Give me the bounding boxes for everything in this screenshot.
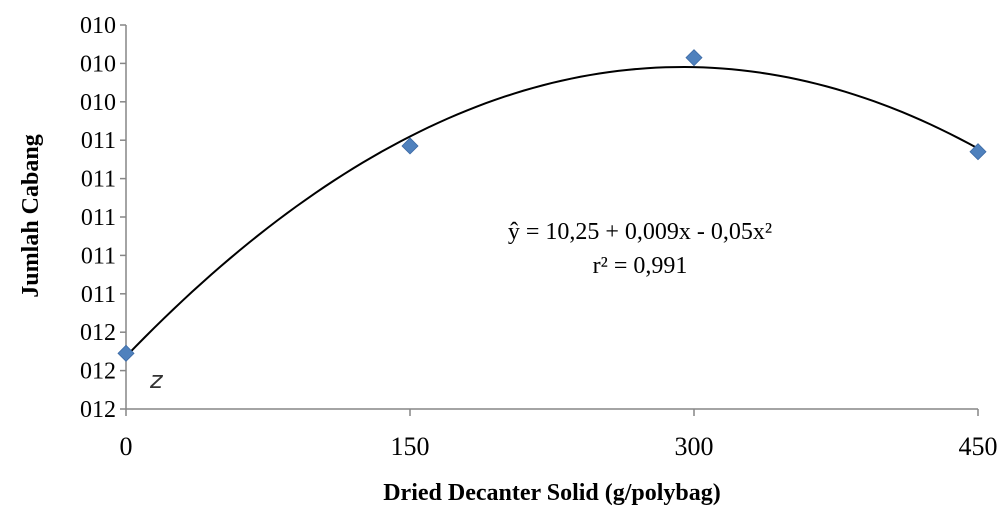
y-tick-label: 010 bbox=[80, 13, 116, 39]
y-axis-title: Jumlah Cabang bbox=[18, 134, 44, 297]
x-tick-label: 0 bbox=[120, 432, 133, 461]
y-tick-label: 010 bbox=[80, 51, 116, 77]
stray-letter: z bbox=[149, 366, 164, 394]
y-tick-label: 011 bbox=[81, 243, 116, 269]
y-tick-label: 011 bbox=[81, 167, 116, 193]
axes: 010 010 010 011 011 011 011 011 012 012 012 0 150 30… bbox=[80, 13, 998, 461]
y-ticks: 010 010 010 011 011 011 011 011 012 012 012 bbox=[80, 13, 126, 423]
y-tick-label: 011 bbox=[81, 128, 116, 154]
y-tick-label: 012 bbox=[80, 397, 116, 423]
y-tick-label: 012 bbox=[80, 359, 116, 385]
x-tick-label: 150 bbox=[391, 432, 430, 461]
r-squared: r² = 0,991 bbox=[593, 253, 688, 279]
x-tick-label: 450 bbox=[959, 432, 998, 461]
data-points bbox=[117, 49, 987, 362]
x-tick-label: 300 bbox=[675, 432, 714, 461]
x-ticks: 0 150 300 450 bbox=[120, 409, 998, 461]
x-axis-title: Dried Decanter Solid (g/polybag) bbox=[383, 480, 721, 506]
y-tick-label: 012 bbox=[80, 320, 116, 346]
y-tick-label: 010 bbox=[80, 90, 116, 116]
trendline bbox=[125, 66, 979, 358]
regression-equation: ŷ = 10,25 + 0,009x - 0,05x² bbox=[508, 219, 772, 245]
y-tick-label: 011 bbox=[81, 205, 116, 231]
y-tick-label: 011 bbox=[81, 282, 116, 308]
data-point-marker bbox=[401, 137, 419, 155]
data-point-marker bbox=[685, 49, 703, 67]
data-point-marker bbox=[117, 344, 135, 362]
data-point-marker bbox=[969, 143, 987, 161]
